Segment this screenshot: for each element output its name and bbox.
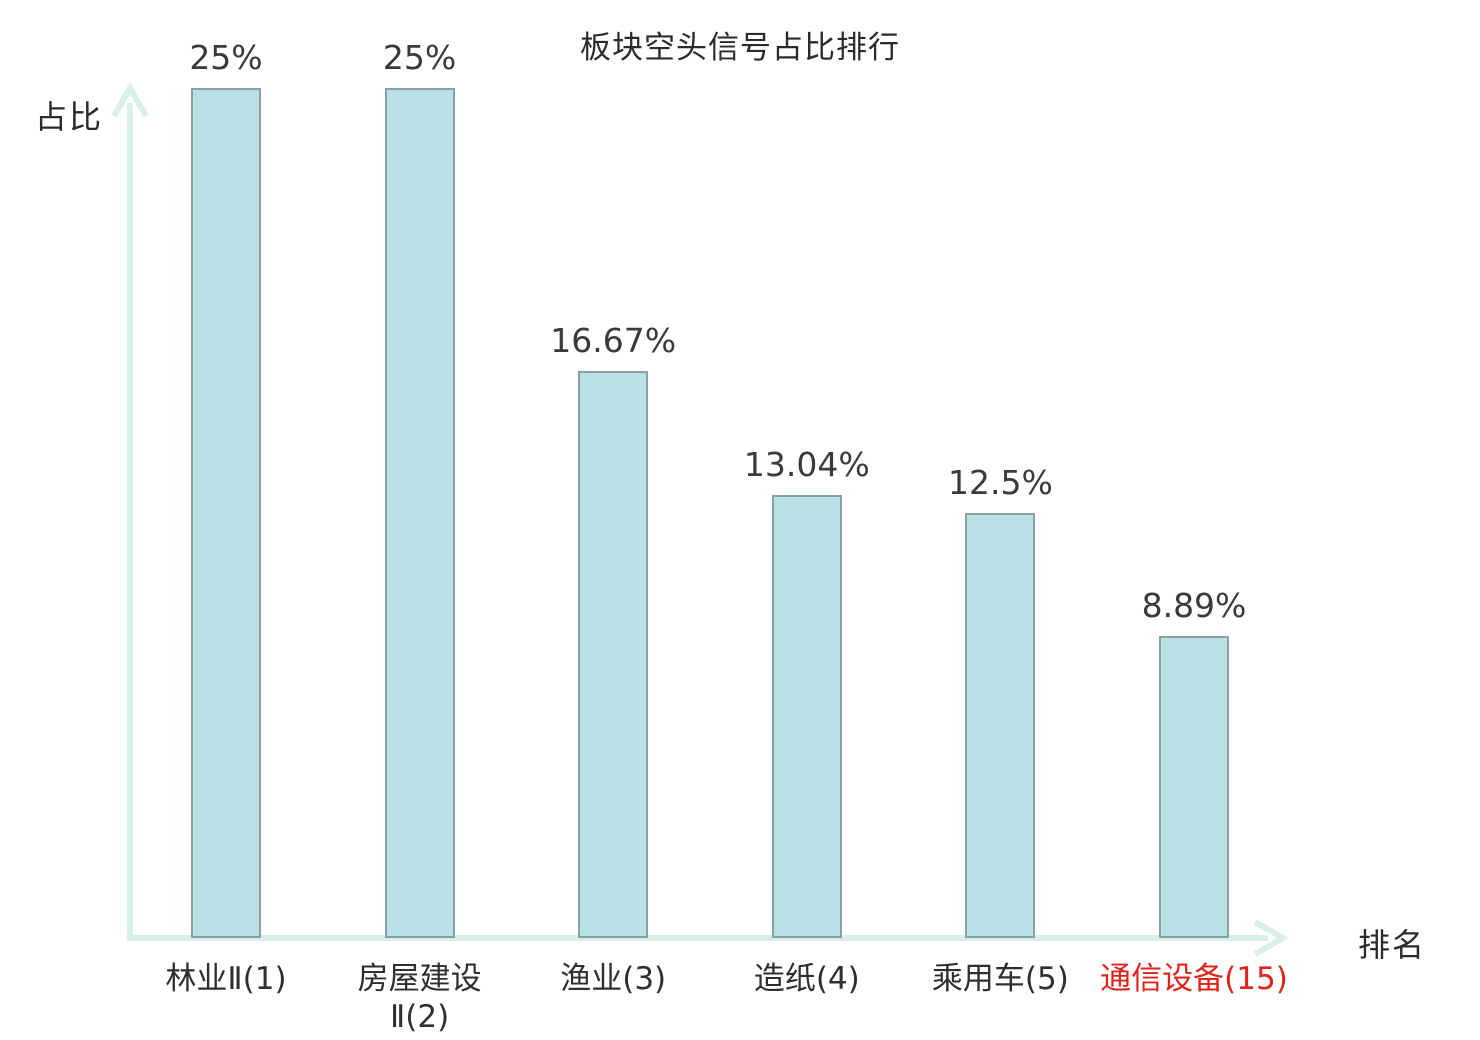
bar-category-label: 乘用车(5) [870, 960, 1130, 998]
bar [1159, 635, 1229, 938]
y-axis-label: 占比 [35, 98, 104, 136]
bar-category-label-line: 乘用车(5) [931, 961, 1069, 997]
bar-category-label-line: Ⅱ(2) [390, 999, 450, 1035]
bar [384, 88, 455, 938]
chart-title: 板块空头信号占比排行 [580, 30, 900, 66]
bar-category-label-line: 通信设备(15) [1100, 961, 1288, 997]
bar-category-label-line: 造纸(4) [753, 961, 860, 997]
bar-category-label: 渔业(3) [483, 960, 743, 998]
bar [771, 494, 842, 938]
bar-category-label: 林业Ⅱ(1) [96, 960, 356, 998]
x-axis-arrow-icon [1253, 919, 1290, 957]
bar [191, 88, 261, 938]
bar-value-label: 13.04% [743, 444, 870, 484]
bar-category-label-line: 渔业(3) [560, 961, 667, 997]
bar-category-label-line: 林业Ⅱ(1) [165, 961, 287, 997]
bar-category-label: 造纸(4) [677, 960, 937, 998]
y-axis-arrow-icon [111, 81, 149, 118]
bar-category-label: 通信设备(15) [1064, 960, 1324, 998]
bar [965, 513, 1036, 938]
bar-value-label: 25% [189, 38, 263, 77]
bar-category-label: 房屋建设 Ⅱ(2) [290, 960, 550, 1036]
bar-value-label: 16.67% [550, 321, 677, 361]
x-axis-line [127, 919, 1290, 957]
bar-value-label: 25% [382, 38, 457, 77]
bar-category-label-line: 房屋建设 [357, 961, 482, 997]
bar [578, 371, 649, 938]
y-axis-line [111, 81, 149, 941]
bar-value-label: 12.5% [947, 463, 1053, 502]
x-axis-label: 排名 [1358, 926, 1427, 964]
bar-value-label: 8.89% [1141, 585, 1247, 625]
